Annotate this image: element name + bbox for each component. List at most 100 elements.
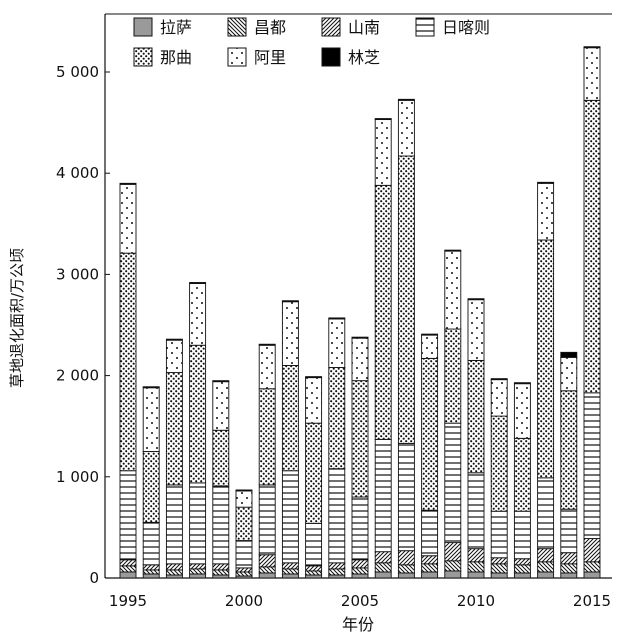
bar-segment-2000-林芝 — [235, 489, 253, 492]
bar-segment-1999-林芝 — [212, 380, 230, 383]
bar-segment-2015-日喀则 — [583, 392, 601, 539]
bar-segment-2003-阿里 — [305, 377, 323, 424]
bar-segment-1995-拉萨 — [119, 571, 137, 579]
legend-label: 山南 — [348, 18, 380, 37]
bar-stack-1995 — [119, 182, 137, 579]
bar-segment-2012-那曲 — [513, 437, 531, 512]
bar-segment-1997-阿里 — [165, 339, 183, 374]
bar-segment-1998-阿里 — [189, 283, 207, 346]
x-tick-label: 2005 — [341, 592, 379, 610]
bar-segment-2012-日喀则 — [513, 510, 531, 560]
bar-segment-2011-阿里 — [490, 379, 508, 417]
bar-segment-1998-那曲 — [189, 344, 207, 484]
bar-segment-2004-拉萨 — [328, 574, 346, 579]
legend-label: 日喀则 — [442, 18, 490, 37]
bar-segment-2003-昌都 — [305, 570, 323, 576]
bar-segment-1997-山南 — [165, 563, 183, 571]
bar-segment-2013-日喀则 — [537, 477, 555, 550]
bar-segment-2002-那曲 — [281, 365, 299, 472]
bar-stack-2003 — [305, 376, 323, 579]
legend-label: 昌都 — [254, 18, 286, 37]
bar-stack-2002 — [281, 300, 299, 579]
bar-segment-2004-林芝 — [328, 317, 346, 320]
bar-stack-2015 — [583, 46, 601, 579]
bar-segment-2009-阿里 — [444, 250, 462, 330]
bar-segment-2002-林芝 — [281, 300, 299, 303]
y-axis-label: 草地退化面积/万公顷 — [8, 248, 26, 388]
bar-segment-2005-山南 — [351, 559, 369, 569]
bar-segment-2013-拉萨 — [537, 571, 555, 579]
legend-item-那曲: 那曲 — [133, 47, 192, 67]
bar-segment-2003-林芝 — [305, 376, 323, 379]
bar-segment-2010-山南 — [467, 548, 485, 563]
bar-segment-1996-林芝 — [142, 386, 160, 389]
bar-segment-2014-那曲 — [560, 390, 578, 510]
axes: 0 1 000 2 000 3 000 4 000 5 000 1995 2000 2005 20… — [56, 13, 612, 610]
bar-segment-2008-拉萨 — [421, 571, 439, 579]
legend-swatch — [227, 47, 247, 67]
bar-segment-2002-昌都 — [281, 568, 299, 575]
bar-segment-2011-那曲 — [490, 415, 508, 512]
bar-segment-2003-日喀则 — [305, 522, 323, 567]
bar-segment-2014-山南 — [560, 552, 578, 565]
legend-label: 那曲 — [160, 48, 192, 67]
bar-stack-2012 — [513, 382, 531, 579]
bar-stack-2014 — [560, 351, 578, 579]
bar-segment-2009-林芝 — [444, 249, 462, 252]
bar-segment-2006-山南 — [374, 551, 392, 564]
bar-segment-2006-那曲 — [374, 184, 392, 440]
bar-segment-2004-日喀则 — [328, 468, 346, 564]
bar-segment-2000-山南 — [235, 567, 253, 573]
bar-segment-2011-日喀则 — [490, 510, 508, 559]
bar-segment-1997-拉萨 — [165, 574, 183, 579]
bar-stack-2006 — [374, 118, 392, 579]
bar-stack-2000 — [235, 489, 253, 579]
bar-segment-1998-日喀则 — [189, 482, 207, 565]
bar-segment-2012-阿里 — [513, 383, 531, 439]
bar-stack-1996 — [142, 386, 160, 579]
bar-segment-2003-山南 — [305, 565, 323, 572]
bar-segment-2000-阿里 — [235, 490, 253, 508]
bar-segment-2007-山南 — [397, 550, 415, 566]
bar-segment-2009-山南 — [444, 542, 462, 562]
bar-segment-2006-日喀则 — [374, 438, 392, 553]
bar-segment-2002-日喀则 — [281, 470, 299, 564]
bar-segment-2001-拉萨 — [258, 572, 276, 579]
legend-item-日喀则: 日喀则 — [415, 17, 490, 37]
bars — [119, 46, 601, 579]
bar-segment-2015-林芝 — [583, 46, 601, 49]
legend-label: 林芝 — [348, 48, 380, 67]
bar-segment-1995-昌都 — [119, 565, 137, 573]
bar-segment-2014-昌都 — [560, 563, 578, 574]
bar-segment-2008-林芝 — [421, 333, 439, 336]
bar-segment-1997-林芝 — [165, 338, 183, 341]
bar-stack-2005 — [351, 336, 369, 579]
bar-segment-2008-昌都 — [421, 563, 439, 573]
bar-segment-2013-那曲 — [537, 239, 555, 479]
legend-swatch — [133, 17, 153, 37]
bar-stack-2013 — [537, 181, 555, 579]
legend-swatch — [415, 17, 435, 37]
legend-item-山南: 山南 — [321, 17, 380, 37]
bar-segment-2015-那曲 — [583, 99, 601, 394]
bar-segment-1995-日喀则 — [119, 470, 137, 561]
bar-segment-2001-那曲 — [258, 388, 276, 486]
bar-segment-1999-昌都 — [212, 569, 230, 576]
bar-segment-2001-山南 — [258, 554, 276, 568]
bar-segment-2008-阿里 — [421, 334, 439, 359]
bar-segment-1995-山南 — [119, 559, 137, 567]
x-tick-label: 2000 — [225, 592, 263, 610]
y-tick-label: 1 000 — [56, 468, 99, 486]
bar-segment-2008-日喀则 — [421, 509, 439, 557]
x-tick-label: 1995 — [109, 592, 147, 610]
bar-segment-2000-昌都 — [235, 571, 253, 577]
legend-item-阿里: 阿里 — [227, 47, 286, 67]
bar-segment-2007-阿里 — [397, 99, 415, 157]
bar-segment-2005-日喀则 — [351, 496, 369, 561]
bar-segment-2011-山南 — [490, 557, 508, 565]
legend-swatch — [321, 47, 341, 67]
bar-segment-2001-日喀则 — [258, 484, 276, 556]
